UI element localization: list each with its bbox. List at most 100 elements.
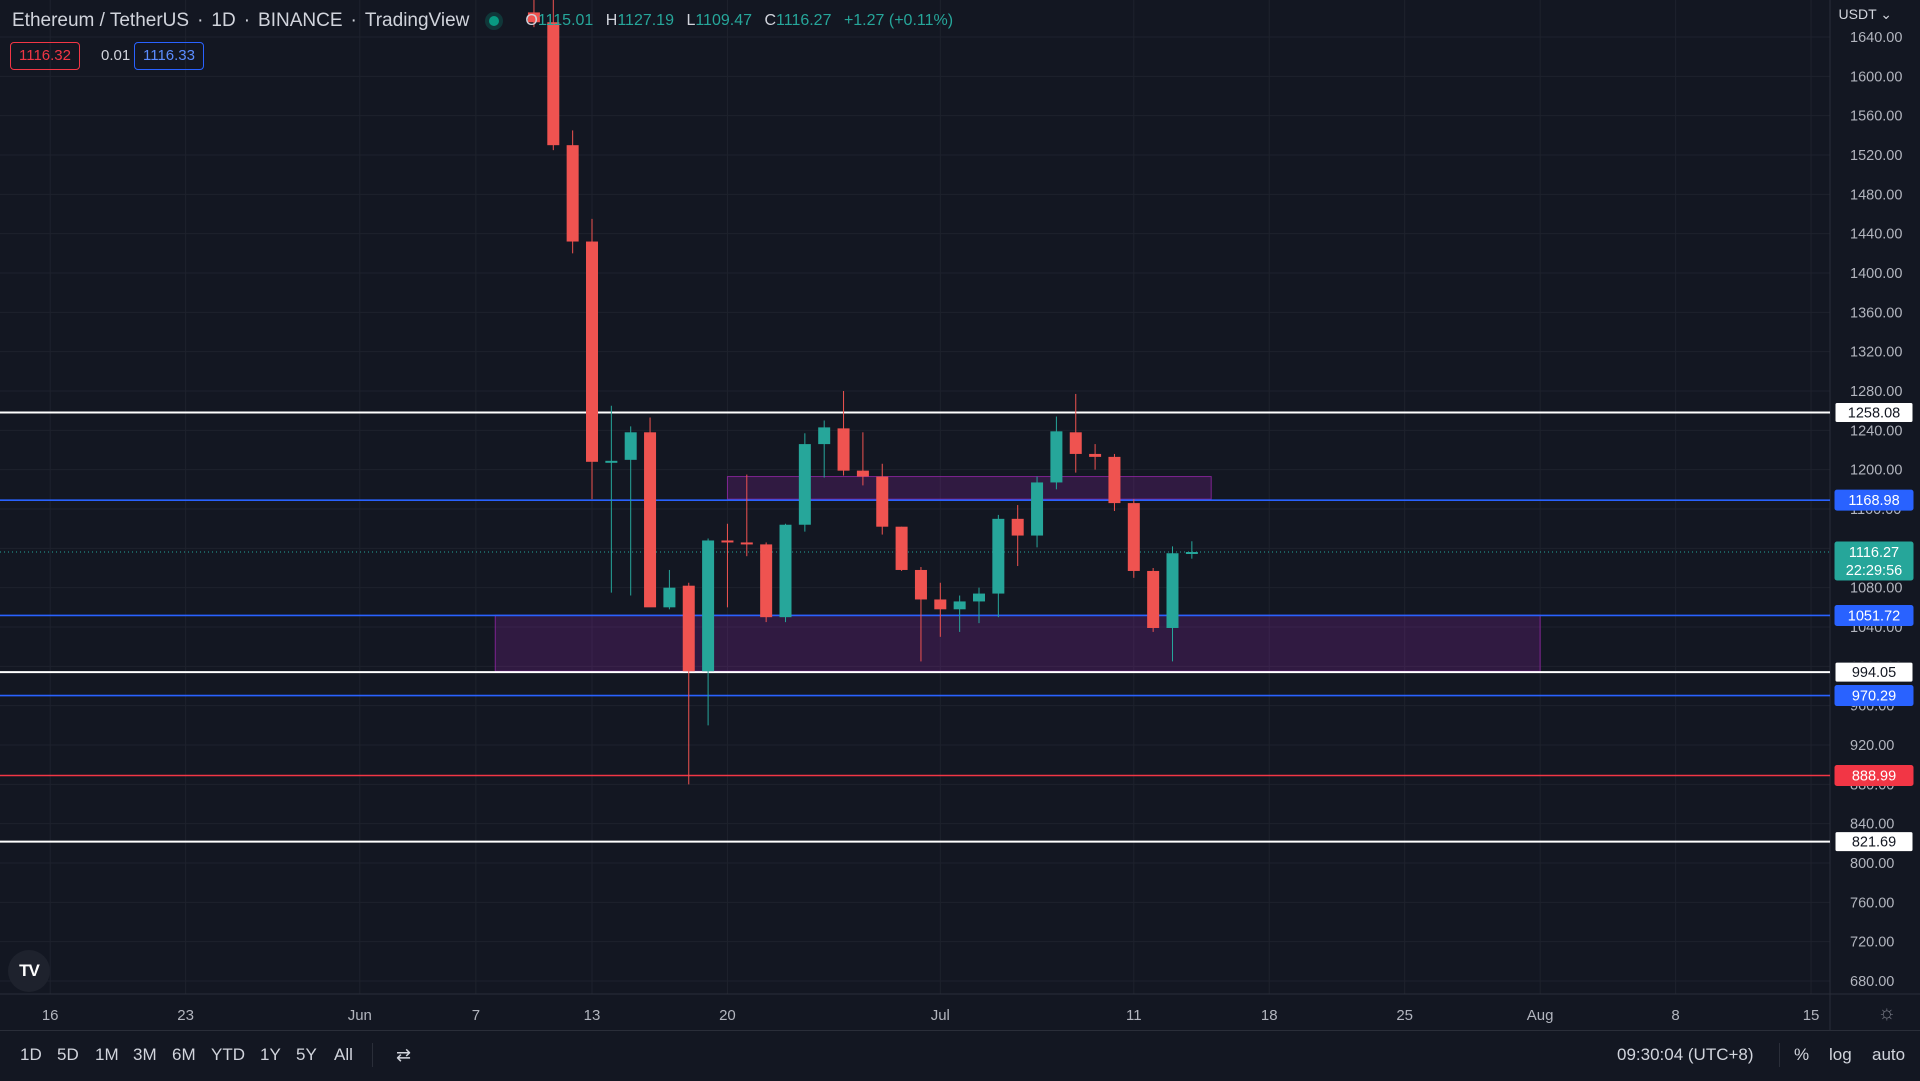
line-price-badge-text: 888.99	[1852, 768, 1896, 784]
candle[interactable]	[934, 582, 947, 637]
candle[interactable]	[566, 130, 579, 254]
candle-body	[973, 593, 985, 602]
compare-icon[interactable]: ⇄	[396, 1045, 412, 1065]
candle[interactable]	[1069, 393, 1082, 473]
ohlc-values: O1115.01 H1127.19 L1109.47 C1116.27 +1.2…	[525, 12, 954, 29]
high-value: 1127.19	[617, 12, 674, 29]
last-price-badge-text: 1116.27	[1849, 545, 1899, 561]
candle[interactable]	[1127, 499, 1140, 578]
candle[interactable]	[953, 595, 966, 632]
symbol-title[interactable]: Ethereum / TetherUS	[12, 10, 190, 31]
line-price-badge-text: 1168.98	[1848, 493, 1899, 509]
candle[interactable]	[1011, 505, 1024, 567]
candle-body	[1185, 552, 1198, 555]
price-tick-label: 1520.00	[1850, 148, 1902, 164]
range-1m-button[interactable]: 1M	[95, 1045, 119, 1064]
time-axis[interactable]: 16 23 Jun 7 13 20 Jul 11 18 25 Aug 8 15	[42, 1007, 1820, 1024]
candle[interactable]	[702, 538, 715, 726]
line-price-badge: 970.29	[1834, 685, 1914, 707]
candle-body	[566, 145, 579, 242]
candle-body	[1069, 432, 1082, 454]
candle[interactable]	[624, 426, 637, 596]
candle[interactable]	[914, 567, 927, 662]
candle-body	[953, 601, 966, 610]
candle[interactable]	[721, 523, 734, 608]
candle[interactable]	[644, 417, 657, 608]
low-value: 1109.47	[695, 12, 752, 29]
candle[interactable]	[1147, 568, 1160, 632]
candle[interactable]	[973, 587, 985, 624]
candle[interactable]	[760, 542, 773, 623]
range-all-button[interactable]: All	[334, 1045, 353, 1064]
range-6m-button[interactable]: 6M	[172, 1045, 196, 1064]
horizontal-lines[interactable]	[0, 411, 1830, 843]
candle[interactable]	[1185, 541, 1198, 559]
sell-price-button[interactable]: 1116.32	[10, 42, 80, 70]
candle-body	[992, 518, 1005, 594]
candle[interactable]	[818, 420, 831, 478]
range-1d-button[interactable]: 1D	[20, 1045, 42, 1064]
last-price-badge: 1116.27 22:29:56	[1834, 541, 1914, 581]
candle[interactable]	[1108, 453, 1121, 511]
range-5y-button[interactable]: 5Y	[296, 1045, 317, 1064]
candle-body	[624, 432, 637, 460]
tradingview-logo[interactable]: TV	[8, 950, 50, 992]
line-price-badge: 888.99	[1834, 764, 1914, 786]
candle[interactable]	[779, 523, 792, 623]
candle[interactable]	[605, 405, 618, 593]
candle[interactable]	[682, 582, 695, 785]
candle[interactable]	[547, 0, 560, 151]
candle-body	[1127, 503, 1140, 571]
candle[interactable]	[992, 514, 1005, 618]
candle-body	[1108, 456, 1121, 504]
range-5d-button[interactable]: 5D	[57, 1045, 79, 1064]
time-tick-label: 15	[1803, 1007, 1820, 1024]
candle[interactable]	[856, 432, 869, 486]
price-tick-label: 1200.00	[1850, 463, 1902, 479]
price-tick-label: 920.00	[1850, 738, 1894, 754]
percent-scale-button[interactable]: %	[1794, 1045, 1810, 1064]
range-ytd-button[interactable]: YTD	[211, 1045, 245, 1064]
candle[interactable]	[527, 0, 540, 28]
price-tick-label: 1320.00	[1850, 345, 1902, 361]
market-status-icon[interactable]	[489, 16, 500, 26]
candle[interactable]	[1166, 546, 1179, 662]
price-tick-label: 1080.00	[1850, 581, 1902, 597]
exchange-label: BINANCE	[258, 10, 343, 31]
candle[interactable]	[895, 526, 908, 571]
interval-label[interactable]: 1D	[211, 10, 236, 31]
candle[interactable]	[876, 463, 889, 535]
buy-price-button[interactable]: 1116.33	[134, 42, 204, 70]
auto-scale-button[interactable]: auto	[1872, 1045, 1906, 1064]
time-tick-label: Jun	[348, 1007, 372, 1024]
time-tick-label: 20	[719, 1007, 736, 1024]
clock-time[interactable]: 09:30:04 (UTC+8)	[1617, 1045, 1754, 1064]
candle[interactable]	[837, 391, 850, 476]
range-1y-button[interactable]: 1Y	[260, 1045, 281, 1064]
candle[interactable]	[1050, 416, 1063, 490]
candle-body	[1050, 431, 1063, 483]
price-tick-label: 1480.00	[1850, 187, 1902, 203]
price-axis[interactable]: 1640.00 1600.00 1560.00 1520.00 1480.00 1440.…	[1850, 30, 1902, 990]
candle[interactable]	[798, 433, 811, 532]
time-tick-label: 18	[1261, 1007, 1278, 1024]
range-3m-button[interactable]: 3M	[133, 1045, 157, 1064]
line-price-badge: 1168.98	[1834, 489, 1914, 511]
open-value: 1115.01	[537, 12, 594, 29]
bottom-toolbar: 1D 5D 1M 3M 6M YTD 1Y 5Y All ⇄ 09:30:04 …	[0, 1030, 1920, 1081]
line-price-badge-bg	[1834, 604, 1914, 626]
line-price-badge: 1258.08	[1834, 402, 1914, 424]
candle-body	[721, 540, 734, 543]
candles[interactable]	[527, 0, 1198, 785]
candle[interactable]	[1031, 476, 1044, 548]
price-chart[interactable]: 1640.00 1600.00 1560.00 1520.00 1480.00 1440.…	[0, 0, 1920, 1030]
price-tick-label: 840.00	[1850, 817, 1894, 833]
settings-gear-icon[interactable]: ☼	[1877, 1002, 1896, 1024]
candle[interactable]	[740, 474, 753, 557]
candle[interactable]	[663, 569, 676, 610]
currency-selector[interactable]: USDT ⌄	[1838, 6, 1892, 22]
candle[interactable]	[586, 218, 598, 500]
time-tick-label: 11	[1126, 1007, 1142, 1024]
candle[interactable]	[1089, 444, 1102, 470]
log-scale-button[interactable]: log	[1829, 1045, 1852, 1064]
